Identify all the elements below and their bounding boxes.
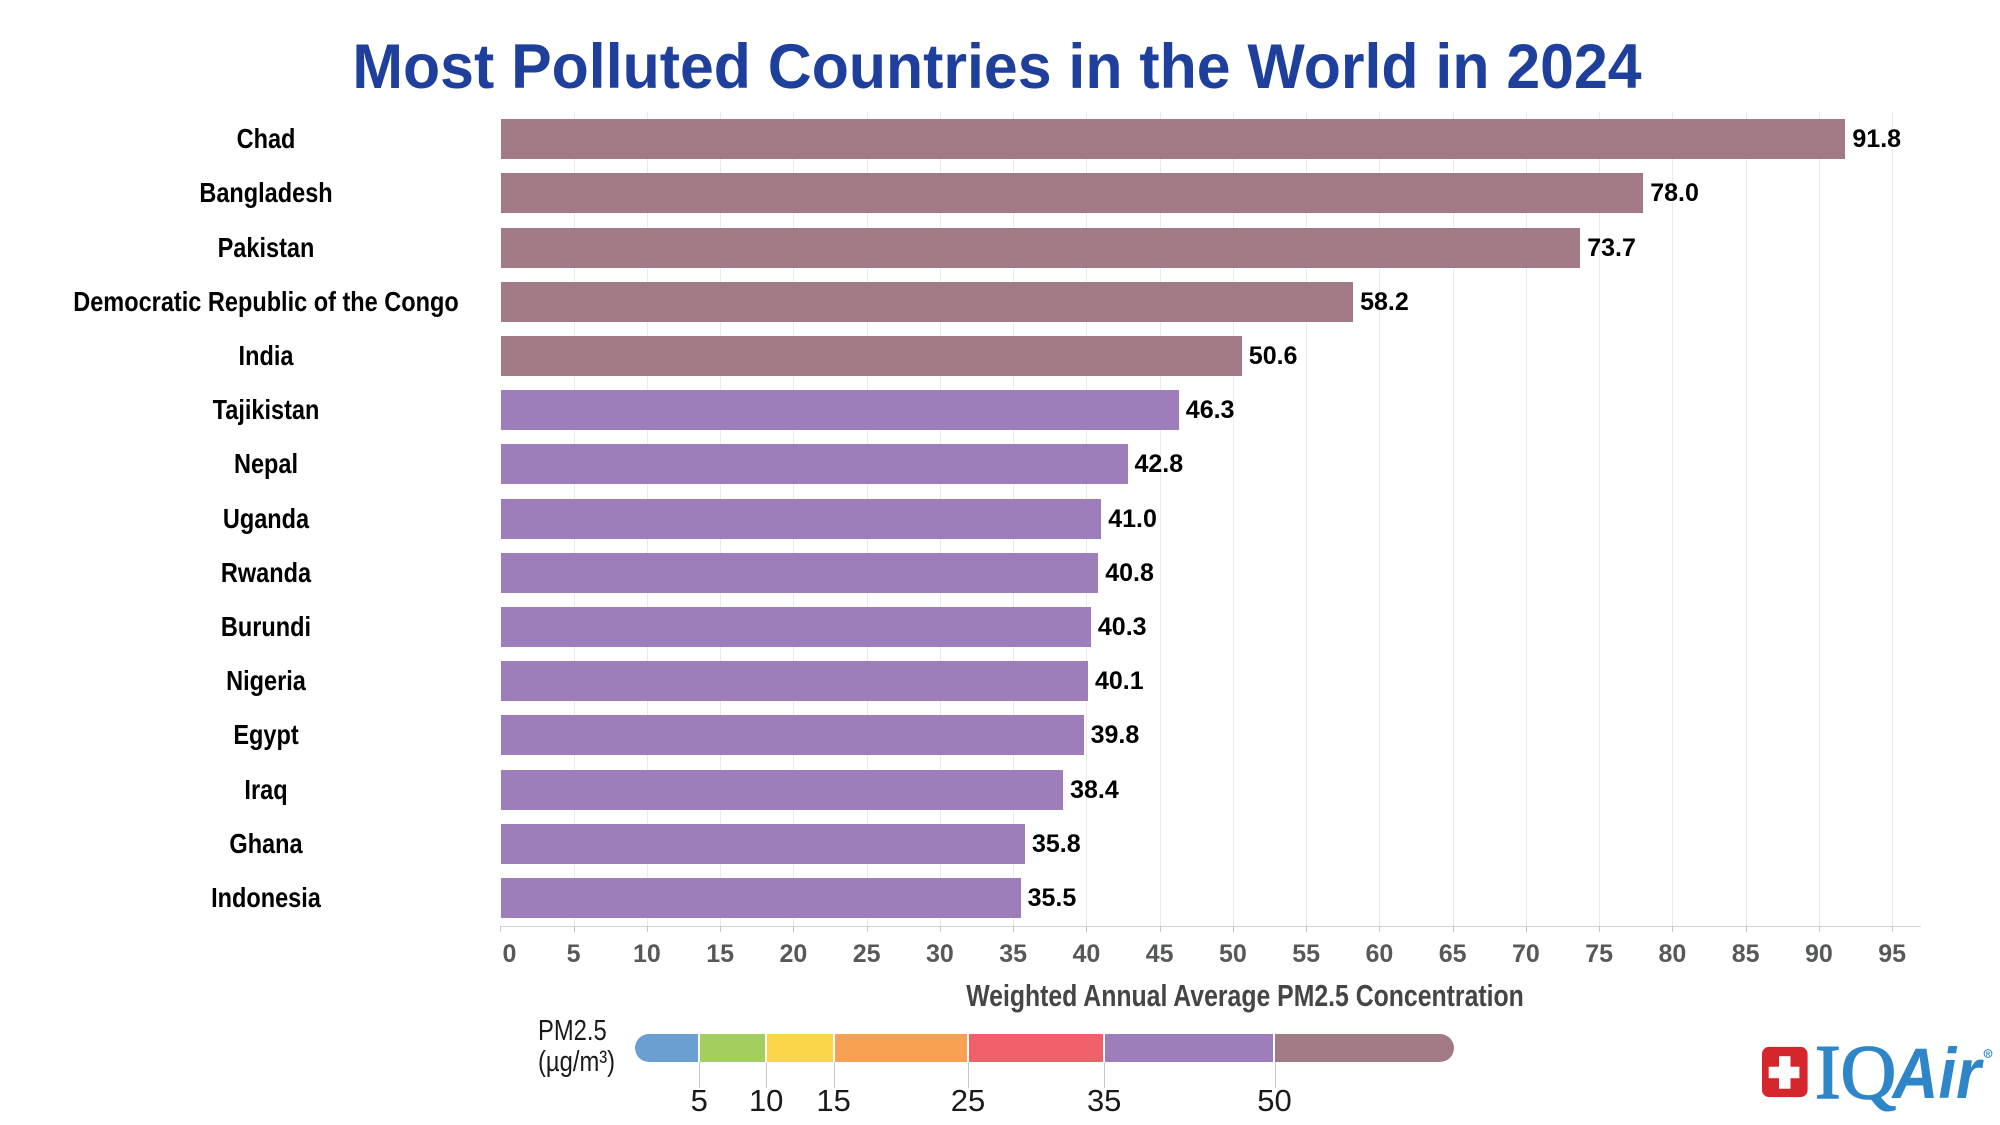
svg-text:IQ: IQ (1815, 1035, 1896, 1115)
svg-text:R: R (1986, 1052, 1991, 1058)
svg-text:Air: Air (1891, 1035, 1985, 1114)
